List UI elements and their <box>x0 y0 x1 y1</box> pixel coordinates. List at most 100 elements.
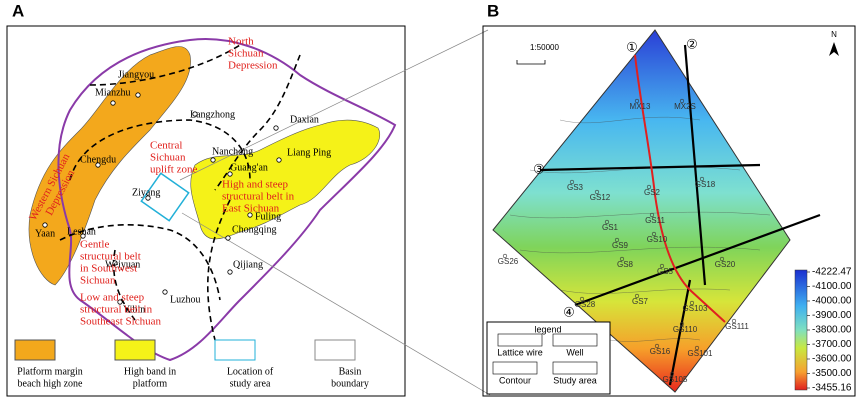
well-label: MX2S <box>674 102 696 111</box>
well-track <box>634 54 726 323</box>
city-marker <box>273 125 279 131</box>
well-marker <box>604 219 610 225</box>
well-label: MX13 <box>630 102 651 111</box>
region-label: Sichuan <box>228 48 264 60</box>
colorbar-label: -3600.00 <box>812 354 852 365</box>
city-marker <box>210 157 216 163</box>
leader-line <box>181 212 491 396</box>
city-label: Weiyuan <box>105 259 140 270</box>
panel-frame <box>6 25 406 397</box>
well-marker <box>619 256 625 262</box>
region-label: Southeast Sichuan <box>80 316 161 328</box>
legend-swatch <box>214 339 256 361</box>
city-marker <box>112 260 118 266</box>
region-label: in Southwest <box>80 263 137 275</box>
well-label: GS101 <box>688 349 713 358</box>
region-label: uplift zone <box>150 164 197 176</box>
city-label: Leshan <box>67 226 96 237</box>
well-marker <box>669 371 675 377</box>
city-marker <box>110 100 116 106</box>
well-label: GS8 <box>617 260 634 269</box>
well-label: GS11 <box>645 216 665 225</box>
city-label: Yaan <box>35 228 55 239</box>
north-label: N <box>831 30 837 39</box>
city-marker <box>227 269 233 275</box>
region-label: structural belt <box>80 251 141 263</box>
legend-label: Contour <box>499 375 531 385</box>
city-label: Mianzhu <box>95 87 131 98</box>
well-label: GS28 <box>575 300 596 309</box>
well-marker <box>634 293 640 299</box>
legend-label: boundary <box>331 378 369 389</box>
region-label: Depression <box>228 60 278 72</box>
well-label: GS26 <box>498 257 519 266</box>
city-label: Daxian <box>290 114 319 125</box>
region-label: East Sichuan <box>222 203 280 215</box>
well-label: GS3 <box>567 183 584 192</box>
depth-map <box>492 29 791 393</box>
well-label: GS12 <box>590 193 611 202</box>
city-label: Guang'an <box>230 162 268 173</box>
well-marker <box>731 318 737 324</box>
legend-swatch <box>552 361 598 375</box>
colorbar-label: -3900.00 <box>812 310 852 321</box>
well-marker <box>649 212 655 218</box>
well-label: GS110 <box>673 325 698 334</box>
region-label: Central <box>150 140 182 152</box>
well-marker <box>689 300 695 306</box>
city-marker <box>117 299 123 305</box>
legend-label: Location of <box>227 366 274 377</box>
well-label: GS7 <box>632 297 649 306</box>
well-label: GS20 <box>715 260 736 269</box>
leader-line <box>179 29 489 181</box>
city-marker <box>227 171 233 177</box>
legend-label: Lattice wire <box>497 347 543 357</box>
city-label: Fuling <box>255 211 281 222</box>
line-label: ③ <box>533 161 545 176</box>
legend-label: Well <box>566 347 583 357</box>
basin-boundary <box>57 38 397 362</box>
legend-swatch <box>314 339 356 361</box>
well-marker <box>569 179 575 185</box>
city-marker <box>80 233 86 239</box>
panel-label: A <box>12 1 24 20</box>
colorbar-label: -4000.00 <box>812 296 852 307</box>
well-marker <box>651 231 657 237</box>
line-label: ① <box>626 39 638 54</box>
well-marker <box>614 237 620 243</box>
region-label: structural belt in <box>222 191 295 203</box>
city-label: Ziyang <box>132 187 160 198</box>
legend-label: platform <box>133 378 168 389</box>
legend-label: Basin <box>339 366 362 377</box>
well-label: GS105 <box>663 375 688 384</box>
well-marker <box>679 98 685 104</box>
colorbar-label: -3700.00 <box>812 339 852 350</box>
region-label: Low and steep <box>80 292 145 304</box>
lattice-lines <box>539 44 821 386</box>
well-marker <box>719 256 725 262</box>
city-label: Nanchong <box>212 146 253 157</box>
region-label: High and steep <box>222 179 288 191</box>
high-band-zone <box>190 119 380 240</box>
region-label: North <box>228 36 254 48</box>
legend-swatch <box>14 339 56 361</box>
colorbar-label: -3455.16 <box>812 383 852 394</box>
region-label: Sichuan <box>80 275 116 287</box>
well-marker <box>679 321 685 327</box>
city-marker <box>135 92 141 98</box>
city-label: Chongqing <box>232 224 276 235</box>
well-label: GS2 <box>644 188 661 197</box>
well-marker <box>694 345 700 351</box>
legend-label: High band in <box>124 366 176 377</box>
well-label: GS5 <box>657 267 674 276</box>
city-marker <box>225 235 231 241</box>
well-marker <box>646 184 652 190</box>
well-label: GS1 <box>602 223 619 232</box>
scale-label: 1:50000 <box>530 43 559 52</box>
north-arrow <box>829 42 839 56</box>
colorbar-label: -4100.00 <box>812 281 852 292</box>
legend-swatch <box>497 333 543 347</box>
well-label: GS9 <box>612 241 629 250</box>
well-label: GS111 <box>725 322 749 331</box>
well-label: GS10 <box>647 235 668 244</box>
